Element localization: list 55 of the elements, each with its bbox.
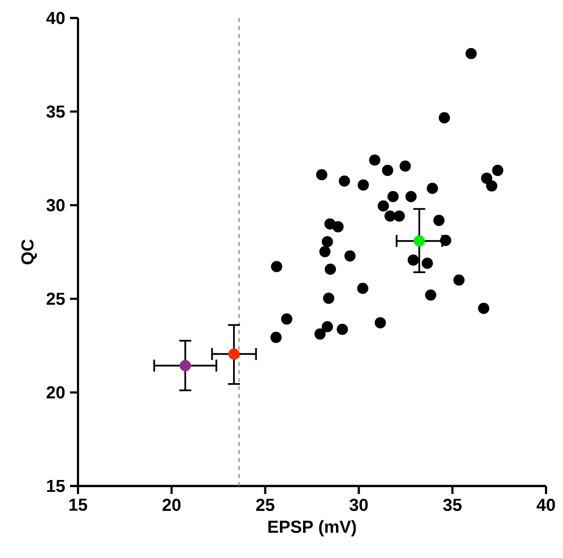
point <box>387 190 399 202</box>
point <box>338 175 350 187</box>
point <box>492 164 504 176</box>
y-tick-label: 40 <box>46 12 65 24</box>
point <box>433 214 445 226</box>
point <box>414 235 425 247</box>
point <box>382 164 394 176</box>
point <box>466 48 477 60</box>
x-axis-title: EPSP (mV) <box>268 520 356 536</box>
point <box>344 250 356 262</box>
point <box>378 200 389 212</box>
y-tick-label: 15 <box>47 480 65 492</box>
point <box>408 254 419 266</box>
point <box>426 182 438 194</box>
point <box>478 302 490 314</box>
x-tick-label: 30 <box>350 498 368 512</box>
point <box>228 348 240 360</box>
point <box>316 169 328 180</box>
x-tick-label: 25 <box>256 498 274 511</box>
point <box>400 160 411 172</box>
y-axis-title: QC <box>21 239 37 264</box>
point <box>322 321 333 332</box>
point <box>180 360 191 372</box>
point <box>425 289 436 301</box>
point <box>358 179 369 191</box>
point <box>322 236 333 248</box>
point <box>453 274 465 286</box>
point <box>332 221 344 232</box>
point <box>486 180 498 192</box>
point <box>271 261 282 272</box>
x-tick-label: 15 <box>69 498 88 511</box>
point <box>384 210 396 222</box>
point <box>481 172 492 184</box>
point <box>405 190 417 202</box>
point <box>422 258 433 269</box>
x-tick-label: 20 <box>162 498 181 511</box>
point <box>314 328 326 340</box>
point <box>369 154 380 166</box>
y-tick-label: 20 <box>46 386 65 399</box>
y-tick-label: 35 <box>46 105 65 118</box>
x-tick-label: 35 <box>443 498 462 512</box>
point <box>336 324 348 335</box>
point <box>440 234 452 246</box>
y-tick-label: 25 <box>46 292 65 305</box>
point <box>270 332 282 343</box>
y-tick-label: 30 <box>46 199 65 212</box>
point <box>357 282 368 294</box>
point <box>281 313 292 325</box>
point <box>438 112 450 124</box>
point <box>323 292 334 304</box>
point <box>394 210 405 222</box>
point <box>374 317 386 328</box>
point <box>319 246 331 258</box>
x-tick-label: 40 <box>536 498 555 511</box>
point <box>324 264 336 275</box>
